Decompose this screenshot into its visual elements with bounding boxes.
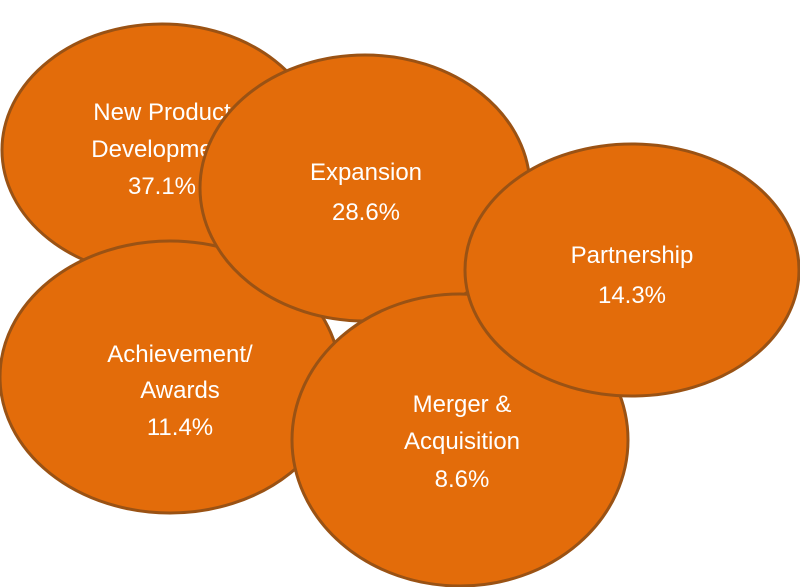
bubble-value: 11.4% bbox=[147, 414, 213, 441]
bubble-label-line: New Product bbox=[93, 99, 231, 126]
bubble-expansion: Expansion 28.6% bbox=[198, 53, 532, 323]
bubble-label-line: Awards bbox=[140, 377, 220, 404]
bubble-partnership: Partnership 14.3% bbox=[463, 142, 800, 398]
bubble-label-line: Achievement/ bbox=[107, 341, 253, 368]
bubble-value: 8.6% bbox=[435, 466, 490, 493]
bubble-label-line: Expansion bbox=[310, 159, 422, 186]
bubble-shape bbox=[463, 142, 800, 398]
bubble-value: 28.6% bbox=[332, 199, 400, 226]
bubble-label-line: Merger & bbox=[413, 391, 512, 418]
bubble-label-line: Partnership bbox=[571, 242, 694, 269]
bubble-value: 14.3% bbox=[598, 282, 666, 309]
bubble-label-line: Acquisition bbox=[404, 428, 520, 455]
bubble-value: 37.1% bbox=[128, 173, 196, 200]
